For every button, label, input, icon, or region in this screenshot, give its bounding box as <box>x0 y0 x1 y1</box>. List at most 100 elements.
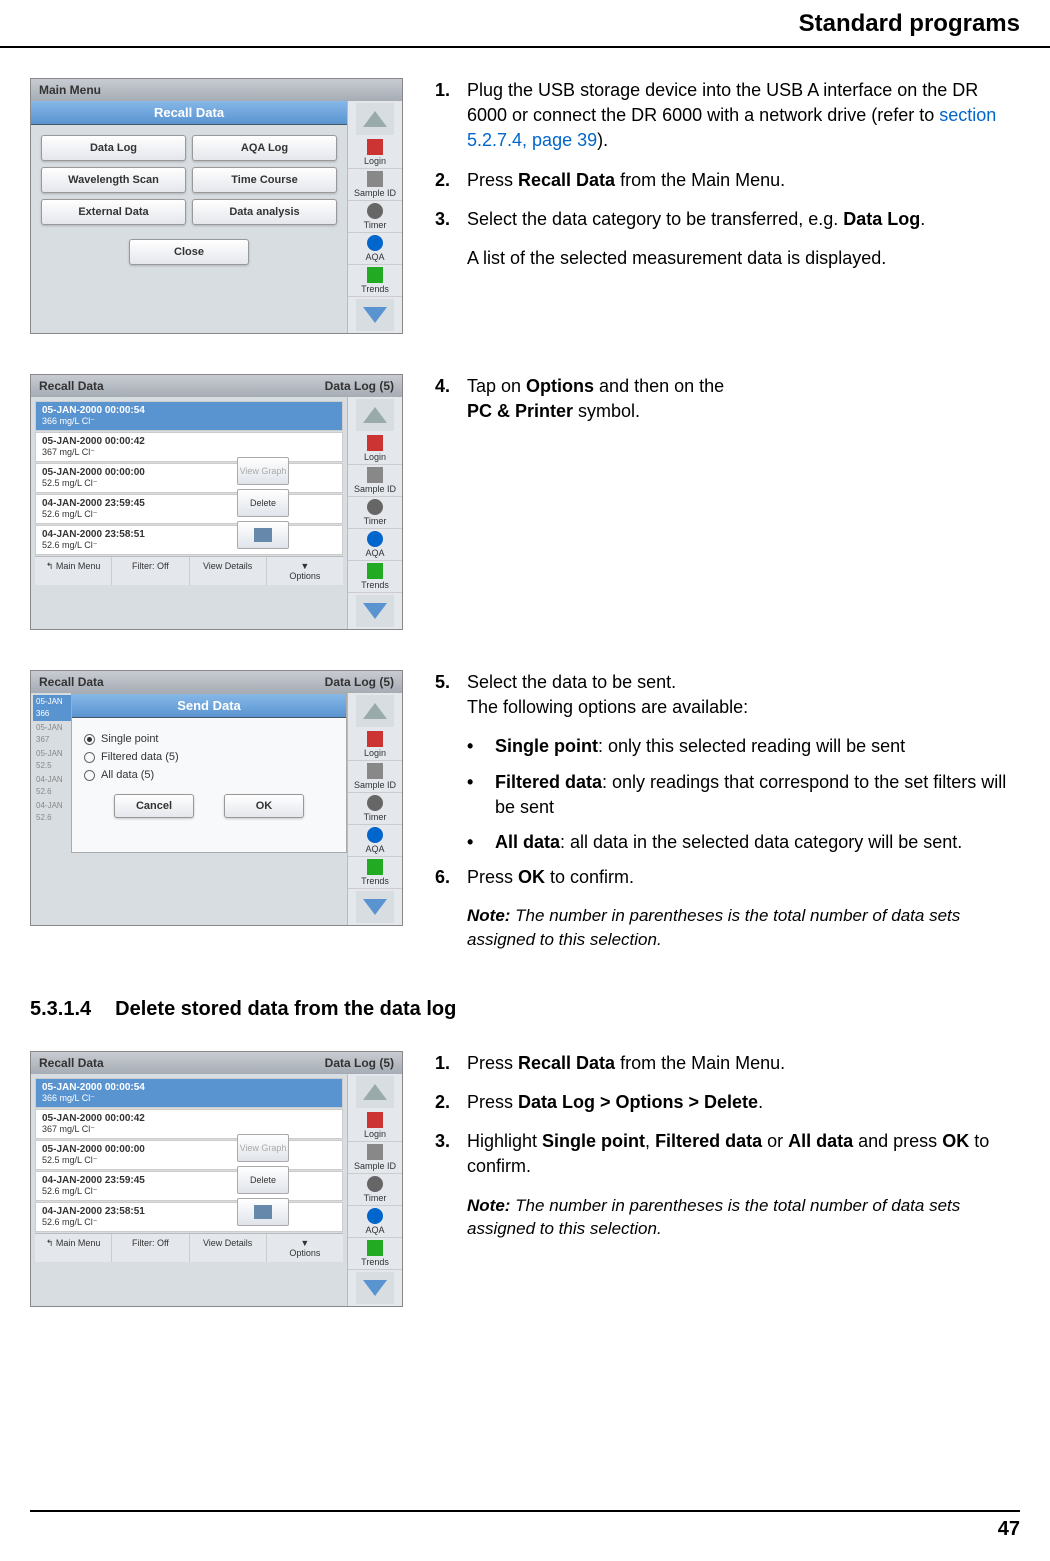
instructions-1: 1. Plug the USB storage device into the … <box>435 78 1020 334</box>
instructions-3: 5. Select the data to be sent.The follow… <box>435 670 1020 958</box>
step-num: 2. <box>435 168 467 193</box>
screenshot-data-log-list-2: Recall DataData Log (5) 05-JAN-2000 00:0… <box>30 1051 405 1307</box>
sidebar-aqa[interactable]: AQA <box>348 825 402 857</box>
close-button[interactable]: Close <box>129 239 249 265</box>
subheading-text: Delete stored data from the data log <box>115 998 456 1021</box>
note: Note: The number in parentheses is the t… <box>467 1194 1020 1242</box>
data-analysis-button[interactable]: Data analysis <box>192 199 337 225</box>
wavelength-scan-button[interactable]: Wavelength Scan <box>41 167 186 193</box>
data-row[interactable]: 05-JAN-2000 00:00:42367 mg/L Cl⁻ <box>35 1109 343 1139</box>
view-details-button[interactable]: View Details <box>190 557 267 585</box>
delete-button[interactable]: Delete <box>237 489 289 517</box>
main-menu-button[interactable]: ↰ Main Menu <box>35 1234 112 1262</box>
options-button[interactable]: ▼Options <box>267 557 343 585</box>
sidebar-timer[interactable]: Timer <box>348 497 402 529</box>
sidebar-timer[interactable]: Timer <box>348 793 402 825</box>
scroll-down-icon[interactable] <box>356 891 394 923</box>
step-num: 6. <box>435 865 467 890</box>
external-data-button[interactable]: External Data <box>41 199 186 225</box>
page-footer: 47 <box>30 1510 1020 1541</box>
bg-title: Recall Data <box>39 675 104 689</box>
section-4: Recall DataData Log (5) 05-JAN-2000 00:0… <box>30 1051 1020 1307</box>
step-num: 1. <box>435 78 467 154</box>
sidebar-aqa[interactable]: AQA <box>348 1206 402 1238</box>
page-header: Standard programs <box>0 0 1050 48</box>
sidebar-aqa[interactable]: AQA <box>348 529 402 561</box>
scroll-down-icon[interactable] <box>356 299 394 331</box>
radio-single-point[interactable]: Single point <box>84 730 334 748</box>
pc-printer-button[interactable] <box>237 1198 289 1226</box>
sidebar-timer[interactable]: Timer <box>348 1174 402 1206</box>
sidebar-aqa[interactable]: AQA <box>348 233 402 265</box>
view-details-button[interactable]: View Details <box>190 1234 267 1262</box>
step-text: Select the data to be sent.The following… <box>467 670 1020 720</box>
bullet-text: Single point: only this selected reading… <box>495 734 1020 759</box>
view-graph-button[interactable]: View Graph <box>237 1134 289 1162</box>
aqa-log-button[interactable]: AQA Log <box>192 135 337 161</box>
data-row[interactable]: 05-JAN-2000 00:00:42367 mg/L Cl⁻ <box>35 432 343 462</box>
instructions-4: 1. Press Recall Data from the Main Menu.… <box>435 1051 1020 1307</box>
screenshot-data-log-list: Recall Data Data Log (5) 05-JAN-2000 00:0… <box>30 374 405 630</box>
data-log-button[interactable]: Data Log <box>41 135 186 161</box>
scroll-up-icon[interactable] <box>356 695 394 727</box>
bullet-text: Filtered data: only readings that corres… <box>495 770 1020 820</box>
scroll-up-icon[interactable] <box>356 103 394 135</box>
pc-printer-button[interactable] <box>237 521 289 549</box>
sidebar: Login Sample ID Timer AQA Trends <box>347 693 402 925</box>
sidebar-trends[interactable]: Trends <box>348 561 402 593</box>
count-label: Data Log (5) <box>325 379 394 393</box>
data-row[interactable]: 05-JAN-2000 00:00:0052.5 mg/L Cl⁻ <box>35 463 343 493</box>
sidebar-timer[interactable]: Timer <box>348 201 402 233</box>
sidebar-trends[interactable]: Trends <box>348 1238 402 1270</box>
step-num: 2. <box>435 1090 467 1115</box>
data-row[interactable]: 04-JAN-2000 23:58:5152.6 mg/L Cl⁻ <box>35 525 343 555</box>
main-menu-button[interactable]: ↰ Main Menu <box>35 557 112 585</box>
step-num: 1. <box>435 1051 467 1076</box>
bullet: • <box>467 734 495 759</box>
sidebar: Login Sample ID Timer AQA Trends <box>347 1074 402 1306</box>
step-text: Highlight Single point, Filtered data or… <box>467 1129 1020 1179</box>
sidebar-login[interactable]: Login <box>348 137 402 169</box>
data-row[interactable]: 05-JAN-2000 00:00:54366 mg/L Cl⁻ <box>35 1078 343 1108</box>
sidebar-sample-id[interactable]: Sample ID <box>348 1142 402 1174</box>
scroll-up-icon[interactable] <box>356 399 394 431</box>
sidebar-trends[interactable]: Trends <box>348 265 402 297</box>
sidebar: Login Sample ID Timer AQA Trends <box>347 101 402 333</box>
options-button[interactable]: ▼Options <box>267 1234 343 1262</box>
data-row[interactable]: 05-JAN-2000 00:00:54366 mg/L Cl⁻ <box>35 401 343 431</box>
step-text: Press Recall Data from the Main Menu. <box>467 168 1020 193</box>
ok-button[interactable]: OK <box>224 794 304 818</box>
scroll-down-icon[interactable] <box>356 595 394 627</box>
data-row[interactable]: 05-JAN-2000 00:00:0052.5 mg/L Cl⁻ <box>35 1140 343 1170</box>
sidebar: Login Sample ID Timer AQA Trends <box>347 397 402 629</box>
section-2: Recall Data Data Log (5) 05-JAN-2000 00:0… <box>30 374 1020 630</box>
sidebar-sample-id[interactable]: Sample ID <box>348 465 402 497</box>
sidebar-trends[interactable]: Trends <box>348 857 402 889</box>
sidebar-login[interactable]: Login <box>348 729 402 761</box>
screen-title: Recall Data <box>39 379 104 393</box>
data-row[interactable]: 04-JAN-2000 23:59:4552.6 mg/L Cl⁻ <box>35 494 343 524</box>
data-row[interactable]: 04-JAN-2000 23:59:4552.6 mg/L Cl⁻ <box>35 1171 343 1201</box>
instructions-2: 4. Tap on Options and then on the PC & P… <box>435 374 1020 630</box>
radio-filtered-data[interactable]: Filtered data (5) <box>84 748 334 766</box>
step-num: 5. <box>435 670 467 720</box>
view-graph-button[interactable]: View Graph <box>237 457 289 485</box>
sidebar-login[interactable]: Login <box>348 433 402 465</box>
scroll-up-icon[interactable] <box>356 1076 394 1108</box>
step-text: Tap on Options and then on the PC & Prin… <box>467 374 1020 424</box>
screenshot-recall-data-menu: Main Menu Recall Data Data Log AQA Log W… <box>30 78 405 334</box>
page-content: Main Menu Recall Data Data Log AQA Log W… <box>0 48 1050 1307</box>
sidebar-sample-id[interactable]: Sample ID <box>348 169 402 201</box>
filter-button[interactable]: Filter: Off <box>112 1234 189 1262</box>
data-row[interactable]: 04-JAN-2000 23:58:5152.6 mg/L Cl⁻ <box>35 1202 343 1232</box>
radio-all-data[interactable]: All data (5) <box>84 766 334 784</box>
delete-button[interactable]: Delete <box>237 1166 289 1194</box>
sidebar-sample-id[interactable]: Sample ID <box>348 761 402 793</box>
bg-title: Main Menu <box>39 83 101 97</box>
bullet: • <box>467 830 495 855</box>
cancel-button[interactable]: Cancel <box>114 794 194 818</box>
sidebar-login[interactable]: Login <box>348 1110 402 1142</box>
filter delze-button[interactable]: Filter: Off <box>112 557 189 585</box>
time-course-button[interactable]: Time Course <box>192 167 337 193</box>
scroll-down-icon[interactable] <box>356 1272 394 1304</box>
